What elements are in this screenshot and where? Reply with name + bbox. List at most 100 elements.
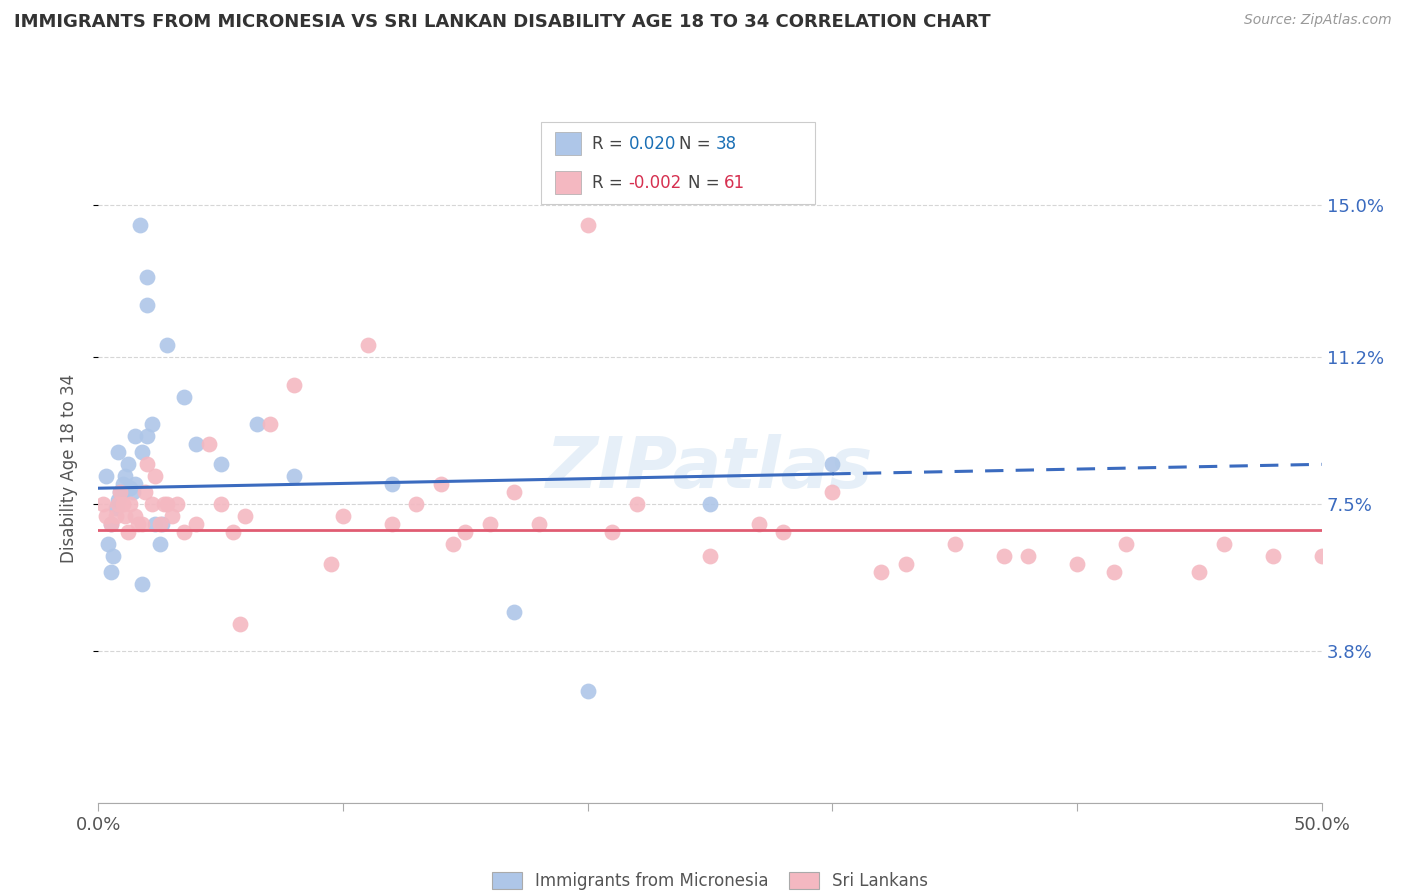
Point bbox=[136, 270, 159, 285]
Text: 38: 38 bbox=[716, 135, 737, 153]
Point bbox=[283, 469, 305, 483]
Point bbox=[101, 549, 124, 563]
Point bbox=[209, 458, 232, 472]
Point bbox=[127, 517, 149, 532]
Point bbox=[259, 417, 281, 432]
Text: IMMIGRANTS FROM MICRONESIA VS SRI LANKAN DISABILITY AGE 18 TO 34 CORRELATION CHA: IMMIGRANTS FROM MICRONESIA VS SRI LANKAN… bbox=[14, 13, 991, 31]
Point bbox=[748, 517, 770, 532]
Point bbox=[107, 497, 129, 511]
Point bbox=[1102, 565, 1125, 579]
Text: R =: R = bbox=[592, 135, 628, 153]
Point bbox=[150, 517, 173, 532]
Point bbox=[430, 477, 453, 491]
Point bbox=[576, 219, 599, 233]
Point bbox=[381, 517, 404, 532]
Point bbox=[478, 517, 501, 532]
Point bbox=[136, 458, 159, 472]
Point bbox=[821, 458, 844, 472]
Point bbox=[94, 469, 117, 483]
Point bbox=[120, 481, 142, 495]
Point bbox=[107, 445, 129, 459]
Text: -0.002: -0.002 bbox=[628, 174, 682, 192]
Point bbox=[124, 477, 146, 491]
Point bbox=[91, 497, 114, 511]
Point bbox=[173, 524, 195, 539]
Point bbox=[503, 485, 526, 500]
Point bbox=[136, 298, 159, 312]
Point bbox=[332, 509, 354, 524]
Point bbox=[1017, 549, 1039, 563]
Y-axis label: Disability Age 18 to 34: Disability Age 18 to 34 bbox=[59, 374, 77, 563]
Text: ZIPatlas: ZIPatlas bbox=[547, 434, 873, 503]
Point bbox=[111, 485, 134, 500]
Point bbox=[772, 524, 794, 539]
Point bbox=[197, 437, 219, 451]
Point bbox=[143, 517, 166, 532]
Point bbox=[993, 549, 1015, 563]
Point bbox=[283, 377, 305, 392]
Point bbox=[129, 219, 152, 233]
Point bbox=[120, 497, 142, 511]
Point bbox=[233, 509, 256, 524]
Point bbox=[114, 469, 136, 483]
Point bbox=[134, 485, 156, 500]
Point bbox=[166, 497, 188, 511]
Point bbox=[699, 549, 721, 563]
Point bbox=[821, 485, 844, 500]
Point bbox=[1188, 565, 1211, 579]
Point bbox=[141, 497, 163, 511]
Point bbox=[104, 509, 127, 524]
Point bbox=[1066, 557, 1088, 571]
Point bbox=[186, 517, 208, 532]
Point bbox=[143, 469, 166, 483]
Point bbox=[894, 557, 917, 571]
Point bbox=[173, 390, 195, 404]
Point bbox=[699, 497, 721, 511]
Point bbox=[136, 429, 159, 443]
Point bbox=[100, 565, 122, 579]
Text: R =: R = bbox=[592, 174, 628, 192]
Point bbox=[1115, 537, 1137, 551]
Point bbox=[131, 517, 153, 532]
Point bbox=[600, 524, 623, 539]
Point bbox=[356, 338, 378, 352]
Text: 0.020: 0.020 bbox=[628, 135, 676, 153]
Point bbox=[117, 524, 139, 539]
Point bbox=[626, 497, 648, 511]
Point bbox=[104, 501, 127, 516]
Point bbox=[97, 537, 120, 551]
Point bbox=[110, 485, 132, 500]
Point bbox=[229, 616, 252, 631]
Point bbox=[503, 605, 526, 619]
Legend: Immigrants from Micronesia, Sri Lankans: Immigrants from Micronesia, Sri Lankans bbox=[484, 863, 936, 892]
Point bbox=[124, 509, 146, 524]
Point bbox=[943, 537, 966, 551]
Point bbox=[160, 509, 183, 524]
Point bbox=[107, 493, 129, 508]
Point bbox=[222, 524, 245, 539]
Point bbox=[870, 565, 893, 579]
Point bbox=[405, 497, 427, 511]
Point bbox=[149, 537, 172, 551]
Point bbox=[381, 477, 404, 491]
Point bbox=[124, 429, 146, 443]
Point bbox=[156, 497, 179, 511]
Point bbox=[209, 497, 232, 511]
Point bbox=[111, 477, 134, 491]
Point bbox=[110, 485, 132, 500]
Point bbox=[1212, 537, 1234, 551]
Point bbox=[141, 417, 163, 432]
Point bbox=[131, 576, 153, 591]
Point bbox=[441, 537, 464, 551]
Point bbox=[100, 517, 122, 532]
Point bbox=[454, 524, 477, 539]
Point bbox=[117, 458, 139, 472]
Point bbox=[131, 445, 153, 459]
Point bbox=[111, 497, 134, 511]
Text: 61: 61 bbox=[724, 174, 745, 192]
Point bbox=[1310, 549, 1333, 563]
Point bbox=[121, 485, 143, 500]
Point bbox=[1261, 549, 1284, 563]
Text: Source: ZipAtlas.com: Source: ZipAtlas.com bbox=[1244, 13, 1392, 28]
Point bbox=[100, 517, 122, 532]
